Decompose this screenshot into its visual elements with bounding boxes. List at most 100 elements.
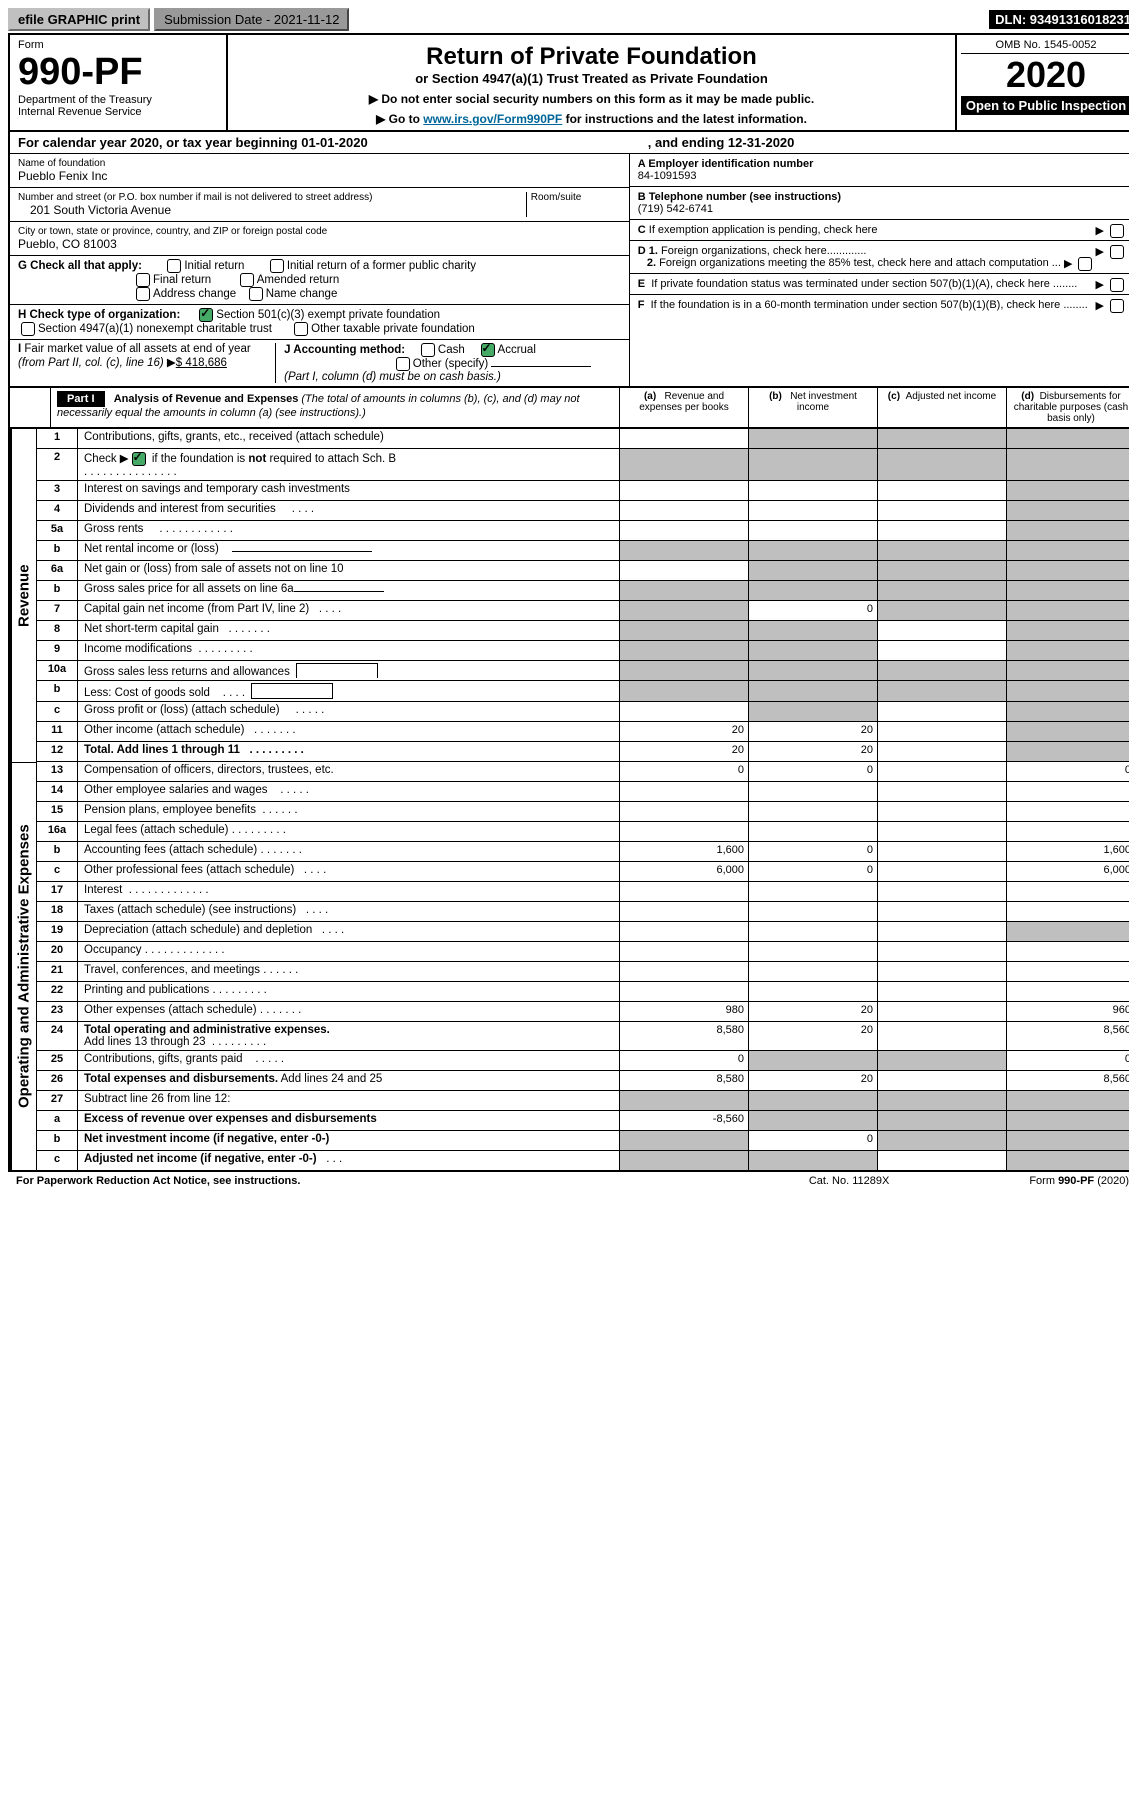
line-25: Contributions, gifts, grants paid . . . … (78, 1051, 620, 1070)
city: Pueblo, CO 81003 (18, 237, 621, 251)
form-header: Form 990-PF Department of the Treasury I… (10, 35, 1129, 132)
city-label: City or town, state or province, country… (18, 226, 621, 237)
oae-sidebar: Operating and Administrative Expenses (10, 762, 37, 1170)
chk-accrual[interactable] (481, 343, 495, 357)
line-6a: Net gain or (loss) from sale of assets n… (78, 561, 620, 580)
part1-head: Part I Analysis of Revenue and Expenses … (10, 387, 1129, 428)
footer: For Paperwork Reduction Act Notice, see … (8, 1172, 1129, 1190)
G-label: G Check all that apply: (18, 260, 142, 272)
form-note1: ▶ Do not enter social security numbers o… (240, 92, 943, 106)
chk-cash[interactable] (421, 343, 435, 357)
line-18: Taxes (attach schedule) (see instruction… (78, 902, 620, 921)
I-label: I Fair market value of all assets at end… (18, 343, 251, 369)
chk-schb[interactable] (132, 452, 146, 466)
line-7: Capital gain net income (from Part IV, l… (78, 601, 620, 620)
line-3: Interest on savings and temporary cash i… (78, 481, 620, 500)
B-label: B Telephone number (see instructions) (638, 191, 841, 203)
E-label: If private foundation status was termina… (648, 278, 1077, 290)
omb: OMB No. 1545-0052 (961, 39, 1129, 54)
A-label: A Employer identification number (638, 158, 814, 170)
dept: Department of the Treasury Internal Reve… (18, 94, 218, 118)
chk-initial[interactable] (167, 259, 181, 273)
line-4: Dividends and interest from securities .… (78, 501, 620, 520)
line-27: Subtract line 26 from line 12: (78, 1091, 620, 1110)
line-5b: Net rental income or (loss) (78, 541, 620, 560)
H-label: H Check type of organization: (18, 309, 180, 321)
irs-link[interactable]: www.irs.gov/Form990PF (423, 112, 562, 126)
chk-initial-former[interactable] (270, 259, 284, 273)
D2-label: Foreign organizations meeting the 85% te… (659, 257, 1061, 269)
addr-label: Number and street (or P.O. box number if… (18, 192, 526, 203)
line-11: Other income (attach schedule) . . . . .… (78, 722, 620, 741)
line-17: Interest . . . . . . . . . . . . . (78, 882, 620, 901)
chk-501c3[interactable] (199, 308, 213, 322)
top-bar: efile GRAPHIC print Submission Date - 20… (8, 8, 1129, 31)
chk-other-tax[interactable] (294, 322, 308, 336)
line-23: Other expenses (attach schedule) . . . .… (78, 1002, 620, 1021)
addr: 201 South Victoria Avenue (18, 203, 526, 217)
form-ref: Form 990-PF (2020) (1029, 1175, 1129, 1187)
open-to-public: Open to Public Inspection (961, 96, 1129, 115)
chk-F[interactable] (1110, 299, 1124, 313)
name-label: Name of foundation (18, 158, 621, 169)
line-26: Total expenses and disbursements. Add li… (78, 1071, 620, 1090)
chk-address[interactable] (136, 287, 150, 301)
submission-date: Submission Date - 2021-11-12 (154, 8, 349, 31)
chk-C[interactable] (1110, 224, 1124, 238)
ein: 84-1091593 (638, 170, 697, 182)
chk-D1[interactable] (1110, 245, 1124, 259)
line-10a: Gross sales less returns and allowances (78, 661, 620, 680)
foundation-name: Pueblo Fenix Inc (18, 169, 621, 183)
line-14: Other employee salaries and wages . . . … (78, 782, 620, 801)
line-10c: Gross profit or (loss) (attach schedule)… (78, 702, 620, 721)
part1-label: Part I (57, 391, 105, 407)
chk-final[interactable] (136, 273, 150, 287)
line-24: Total operating and administrative expen… (78, 1022, 620, 1050)
line-27a: Excess of revenue over expenses and disb… (78, 1111, 620, 1130)
line-6b: Gross sales price for all assets on line… (78, 581, 620, 600)
F-label: If the foundation is in a 60-month termi… (648, 299, 1088, 311)
line-12: Total. Add lines 1 through 11 . . . . . … (78, 742, 620, 761)
revenue-sidebar: Revenue (10, 429, 37, 762)
line-16c: Other professional fees (attach schedule… (78, 862, 620, 881)
chk-name[interactable] (249, 287, 263, 301)
tax-year: 2020 (961, 54, 1129, 96)
line-9: Income modifications . . . . . . . . . (78, 641, 620, 660)
line-21: Travel, conferences, and meetings . . . … (78, 962, 620, 981)
line-16b: Accounting fees (attach schedule) . . . … (78, 842, 620, 861)
dln: DLN: 93491316018231 (989, 10, 1129, 29)
line-5a: Gross rents . . . . . . . . . . . . (78, 521, 620, 540)
room-label: Room/suite (531, 192, 621, 203)
form-note2: ▶ Go to www.irs.gov/Form990PF for instru… (240, 112, 943, 126)
form-subtitle: or Section 4947(a)(1) Trust Treated as P… (240, 71, 943, 86)
phone: (719) 542-6741 (638, 203, 713, 215)
line-27b: Net investment income (if negative, ente… (78, 1131, 620, 1150)
line-10b: Less: Cost of goods sold . . . . (78, 681, 620, 701)
line-19: Depreciation (attach schedule) and deple… (78, 922, 620, 941)
chk-4947[interactable] (21, 322, 35, 336)
line-27c: Adjusted net income (if negative, enter … (78, 1151, 620, 1170)
D1-label: Foreign organizations, check here.......… (661, 245, 866, 257)
chk-amended[interactable] (240, 273, 254, 287)
line-20: Occupancy . . . . . . . . . . . . . (78, 942, 620, 961)
paperwork-notice: For Paperwork Reduction Act Notice, see … (16, 1175, 300, 1187)
efile-btn[interactable]: efile GRAPHIC print (8, 8, 150, 31)
form-number: 990-PF (18, 51, 218, 94)
line-2: Check ▶ if the foundation is not require… (78, 449, 620, 480)
line-16a: Legal fees (attach schedule) . . . . . .… (78, 822, 620, 841)
chk-other-acct[interactable] (396, 357, 410, 371)
line-13: Compensation of officers, directors, tru… (78, 762, 620, 781)
C-label: If exemption application is pending, che… (649, 224, 878, 236)
line-1: Contributions, gifts, grants, etc., rece… (78, 429, 620, 448)
form-title: Return of Private Foundation (240, 43, 943, 71)
calendar-row: For calendar year 2020, or tax year begi… (10, 132, 1129, 154)
chk-E[interactable] (1110, 278, 1124, 292)
J-label: J Accounting method: (284, 344, 405, 356)
form-box: Form 990-PF Department of the Treasury I… (8, 33, 1129, 1172)
chk-D2[interactable] (1078, 257, 1092, 271)
line-15: Pension plans, employee benefits . . . .… (78, 802, 620, 821)
cat-no: Cat. No. 11289X (809, 1175, 890, 1187)
line-22: Printing and publications . . . . . . . … (78, 982, 620, 1001)
form-label: Form (18, 39, 218, 51)
line-8: Net short-term capital gain . . . . . . … (78, 621, 620, 640)
